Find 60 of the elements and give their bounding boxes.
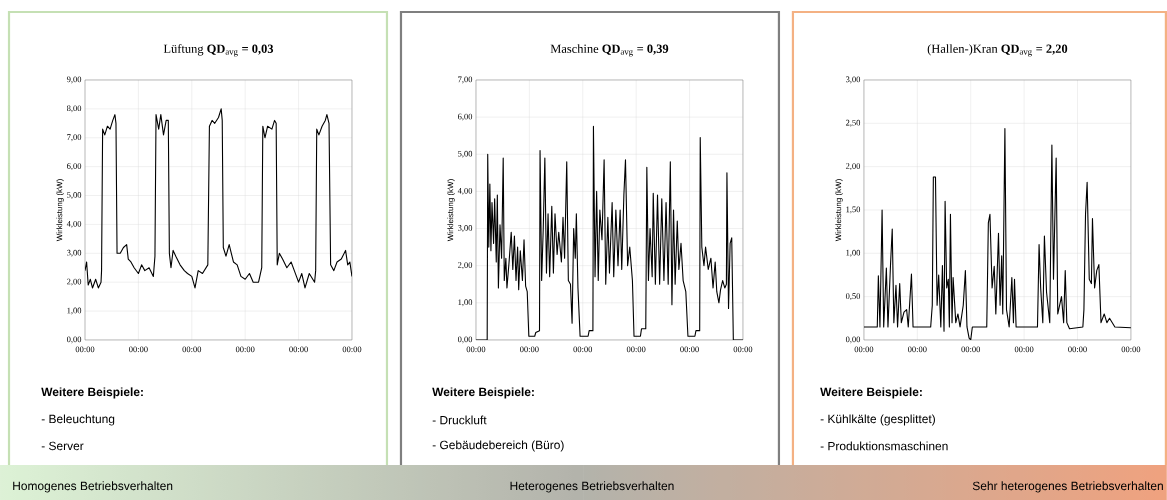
- x-tick-label: 00:00: [129, 346, 148, 353]
- y-tick-label: 2,50: [845, 119, 861, 127]
- y-tick-label: 2,00: [458, 262, 473, 270]
- x-tick-label: 00:00: [520, 346, 539, 353]
- x-tick-label: 00:00: [466, 346, 486, 353]
- text: Weitere Beispiele:: [432, 387, 534, 399]
- y-tick-label: 1,00: [846, 249, 861, 257]
- y-tick-label: 3,00: [846, 76, 861, 84]
- line-series: [475, 125, 743, 340]
- y-tick-label: 4,00: [66, 220, 82, 228]
- x-tick-label: 00:00: [342, 346, 362, 353]
- chart-title: Lüftung QD$_{avg}$ = 0,03: [163, 44, 274, 57]
- y-tick-label: 7,00: [67, 134, 82, 142]
- x-tick-label: 00:00: [908, 346, 927, 353]
- y-tick-label: 8,00: [67, 105, 82, 113]
- y-tick-label: 5,00: [458, 150, 473, 158]
- y-tick-label: 6,00: [457, 113, 473, 121]
- y-tick-label: 3,00: [67, 249, 82, 257]
- x-tick-label: 00:00: [626, 346, 646, 353]
- text: Weitere Beispiele:: [41, 387, 143, 399]
- x-tick-label: 00:00: [235, 346, 255, 353]
- y-tick-label: 1,50: [846, 206, 861, 214]
- y-tick-label: 6,00: [67, 163, 82, 171]
- x-tick-label: 00:00: [961, 346, 981, 353]
- y-tick-label: 1,00: [458, 299, 473, 307]
- text: - Beleuchtung: [41, 414, 115, 426]
- text: - Druckluft: [432, 415, 487, 425]
- x-tick-label: 00:00: [680, 346, 699, 353]
- text: - Produktionsmaschinen: [820, 441, 948, 451]
- x-tick-label: 00:00: [182, 346, 202, 353]
- y-tick-label: 4,00: [457, 187, 473, 195]
- y-tick-label: 3,00: [458, 225, 473, 233]
- y-tick-label: 0,50: [845, 293, 861, 301]
- y-tick-label: 2,00: [845, 163, 861, 171]
- y-tick-label: 0,00: [845, 336, 861, 344]
- y-tick-label: 1,00: [67, 307, 82, 315]
- x-tick-label: 00:00: [854, 346, 874, 353]
- text: - Gebäudebereich (Büro): [432, 440, 564, 452]
- x-tick-label: 00:00: [733, 346, 753, 353]
- chart-title: Maschine QD$_{avg}$ = 0,39: [550, 44, 669, 57]
- x-tick-label: 00:00: [75, 346, 95, 353]
- y-tick-label: 7,00: [458, 76, 473, 84]
- y-tick-label: 0,00: [67, 336, 82, 344]
- text: Sehr heterogenes Betriebsverhalten: [972, 481, 1163, 493]
- x-tick-label: 00:00: [573, 346, 593, 353]
- y-tick-label: 2,00: [67, 278, 82, 286]
- text: Homogenes Betriebsverhalten: [13, 481, 173, 493]
- text: Weitere Beispiele:: [820, 387, 922, 399]
- text: - Kühlkälte (gesplittet): [820, 414, 935, 426]
- text: - Server: [41, 441, 84, 451]
- chart-title: (Hallen-)Kran QD$_{avg}$ = 2,20: [927, 44, 1068, 57]
- text: Heterogenes Betriebsverhalten: [510, 481, 674, 493]
- x-tick-label: 00:00: [1068, 346, 1087, 353]
- y-tick-label: 0,00: [457, 336, 473, 344]
- y-tick-label: 9,00: [66, 76, 82, 84]
- y-tick-label: 5,00: [67, 192, 82, 200]
- line-series: [85, 108, 352, 289]
- x-tick-label: 00:00: [1014, 346, 1034, 353]
- x-tick-label: 00:00: [289, 346, 308, 353]
- x-tick-label: 00:00: [1121, 346, 1141, 353]
